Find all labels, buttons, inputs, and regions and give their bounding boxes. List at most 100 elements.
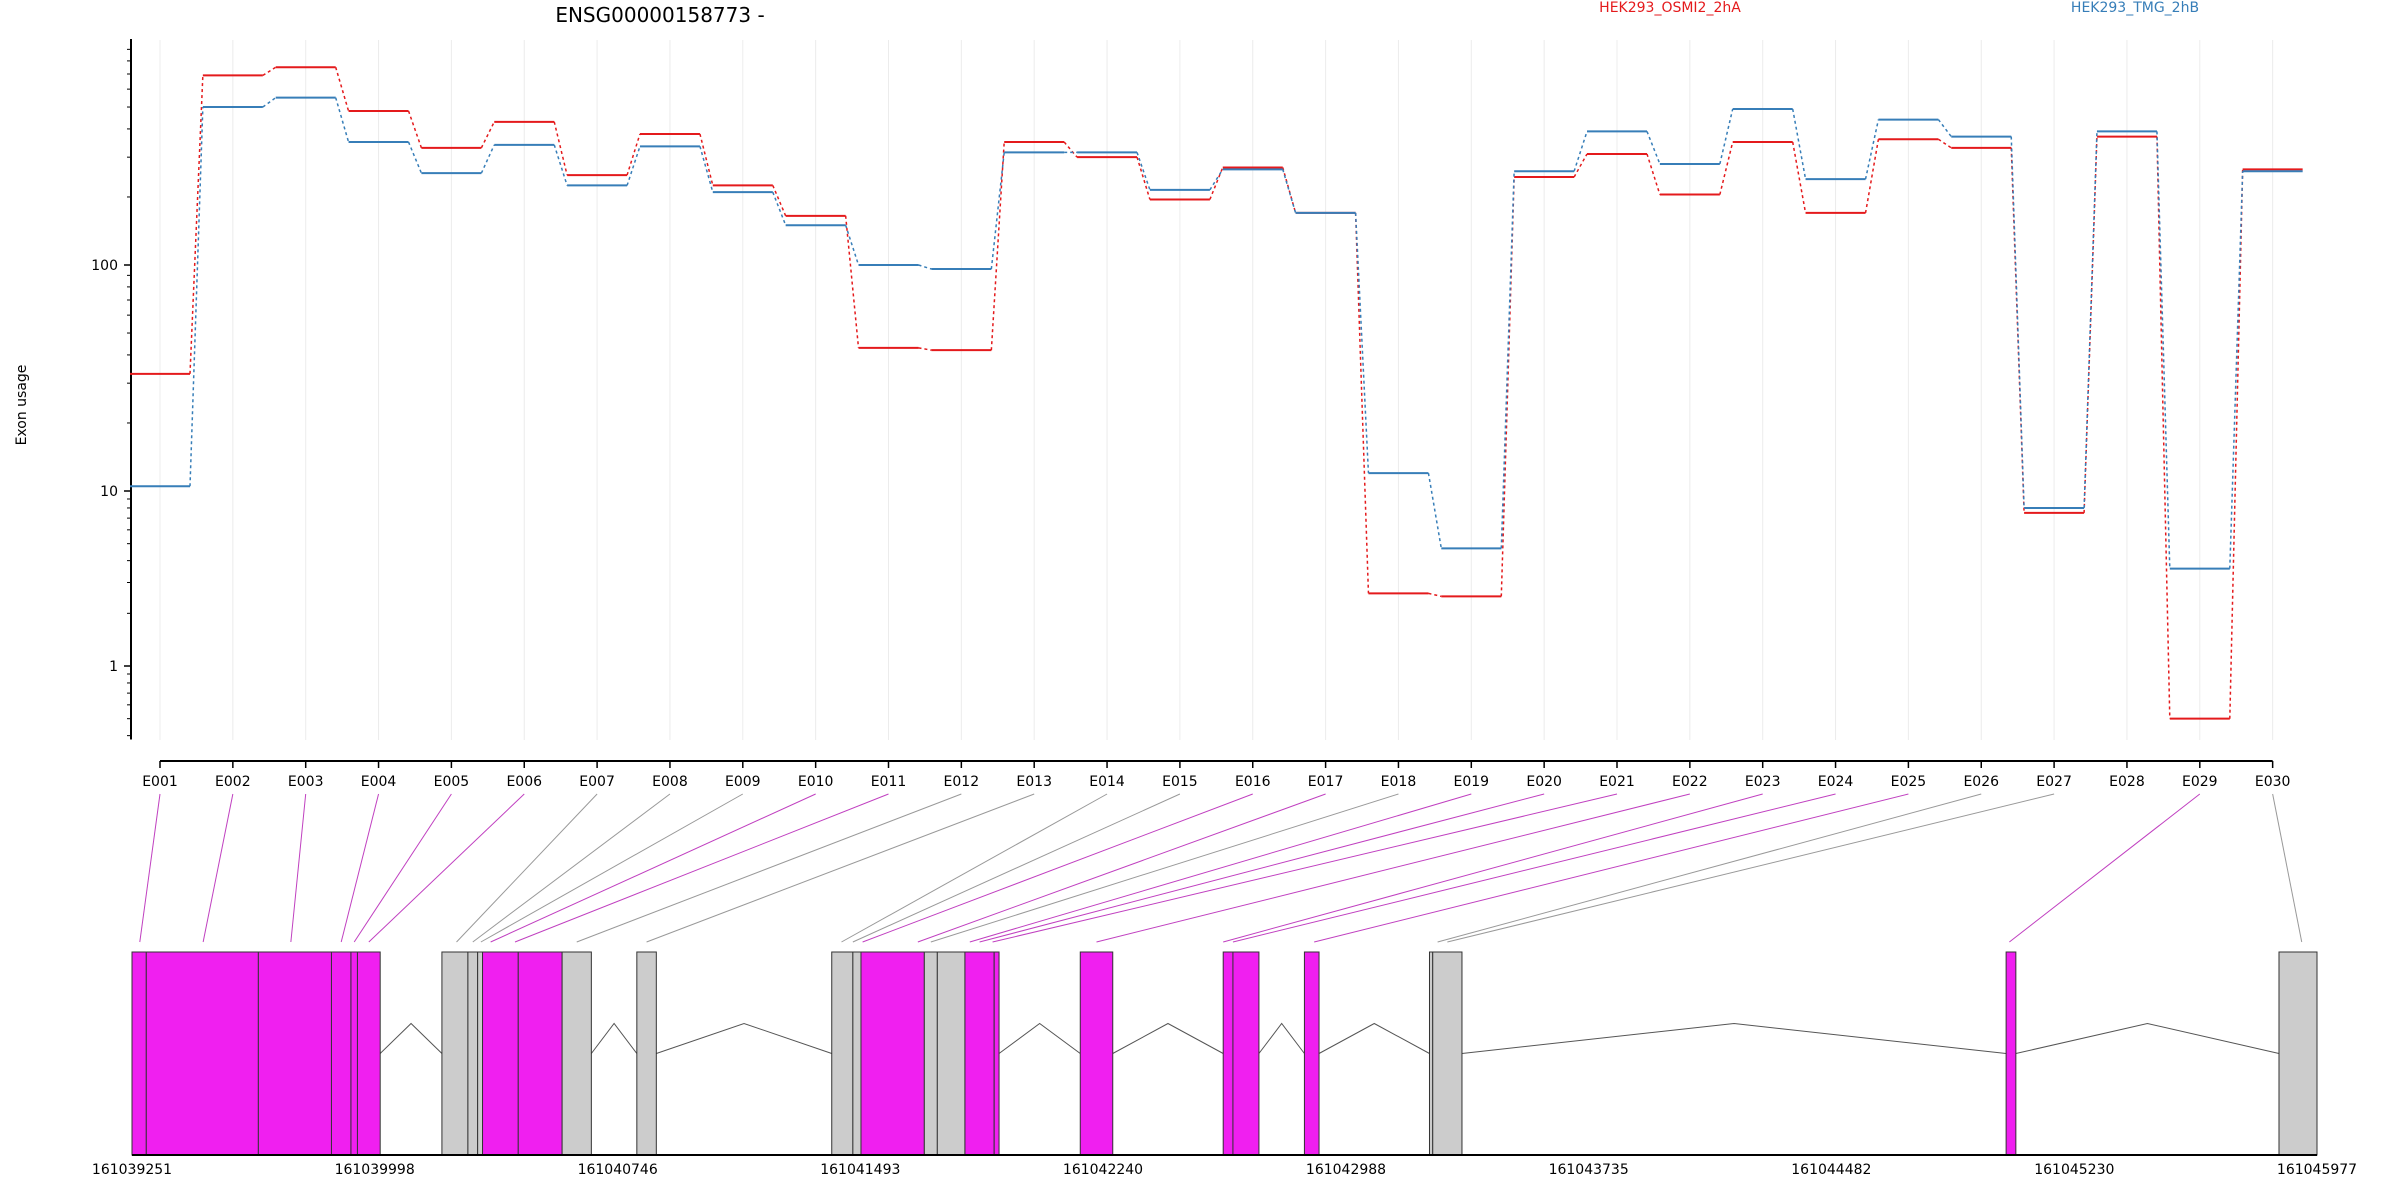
series-connector: [1500, 171, 1515, 549]
legend-entry-osmi2: HEK293_OSMI2_2hA: [1599, 0, 1741, 16]
x-tick-label: E015: [1162, 774, 1198, 790]
x-tick-label: E007: [579, 774, 615, 790]
exon-block: [964, 951, 995, 1156]
x-tick-label: E005: [434, 774, 470, 790]
exon-connector: [202, 793, 234, 943]
x-tick-label: E028: [2109, 774, 2145, 790]
exon-connector: [368, 793, 525, 943]
series-connector: [1063, 141, 1078, 158]
x-tick-label: E001: [142, 774, 178, 790]
intron-line: [379, 1022, 443, 1054]
exon-block: [145, 951, 259, 1156]
intron-line: [998, 1022, 1081, 1054]
exon-connector: [646, 793, 1035, 943]
exon-connector: [917, 793, 1326, 943]
series-connector: [2156, 131, 2171, 569]
series-connector: [1427, 472, 1443, 549]
series-connector: [553, 144, 568, 186]
series-connector: [2083, 136, 2098, 513]
x-tick-label: E012: [944, 774, 980, 790]
exon-connector: [480, 793, 744, 943]
y-tick-label: 1: [109, 659, 118, 675]
x-tick-label: E006: [506, 774, 542, 790]
series-connector: [2010, 136, 2025, 508]
series-connector: [990, 141, 1005, 351]
series-connector: [189, 75, 204, 374]
x-tick-label: E029: [2182, 774, 2218, 790]
exon-connector: [969, 793, 1472, 943]
exon-block: [517, 951, 563, 1156]
series-connector: [1791, 108, 1807, 180]
series-connector: [1791, 141, 1807, 214]
series-connector: [1719, 141, 1734, 195]
x-tick-label: E004: [361, 774, 397, 790]
intron-line: [2015, 1022, 2280, 1054]
exon-connector: [1447, 793, 2055, 943]
series-connector: [1354, 212, 1370, 594]
exon-block: [2278, 951, 2318, 1156]
x-tick-label: E030: [2255, 774, 2291, 790]
series-connector: [772, 191, 787, 226]
exon-block: [936, 951, 966, 1156]
exon-block: [831, 951, 854, 1156]
exon-connector: [1223, 793, 1763, 943]
exon-block: [923, 951, 938, 1156]
series-connector: [990, 152, 1005, 270]
x-tick-label: E026: [1963, 774, 1999, 790]
x-tick-label: E024: [1818, 774, 1854, 790]
exon-connector: [472, 793, 671, 943]
x-tick-label: E013: [1016, 774, 1052, 790]
x-tick-label: E002: [215, 774, 251, 790]
series-connector: [1282, 169, 1297, 214]
coordinate-label: 161040746: [578, 1162, 658, 1178]
series-connector: [1864, 139, 1880, 214]
coordinate-label: 161041493: [820, 1162, 900, 1178]
exon-connector: [930, 793, 1399, 943]
series-connector: [2083, 131, 2098, 508]
series-connector: [1646, 131, 1661, 165]
exon-block: [356, 951, 381, 1156]
series-connector: [407, 141, 423, 174]
exon-block: [1303, 951, 1320, 1156]
x-tick-label: E010: [798, 774, 834, 790]
chart-title: ENSG00000158773 -: [555, 3, 764, 27]
exon-block: [636, 951, 657, 1156]
series-connector: [844, 224, 860, 266]
exon-connector: [862, 793, 1253, 943]
exon-connector: [290, 793, 307, 943]
series-connector: [1354, 212, 1370, 474]
series-connector: [1646, 153, 1661, 195]
x-tick-label: E019: [1454, 774, 1490, 790]
series-connector: [480, 144, 495, 174]
coordinate-label: 161044482: [1791, 1162, 1871, 1178]
y-axis: 1 10 100: [91, 39, 132, 740]
series-connector: [1573, 153, 1588, 178]
exon-block: [561, 951, 592, 1156]
exon-block: [1222, 951, 1234, 1156]
series-connector: [1937, 138, 1952, 149]
exon-block: [993, 951, 1000, 1156]
exon-block: [477, 951, 484, 1156]
series-connector: [918, 264, 932, 270]
x-tick-label: E016: [1235, 774, 1271, 790]
exon-connector: [490, 793, 816, 943]
x-tick-label: E008: [652, 774, 688, 790]
coordinate-label: 161039251: [92, 1162, 172, 1178]
exon-connector: [841, 793, 1108, 943]
series-connector: [1573, 131, 1588, 172]
series-connector: [918, 347, 932, 351]
series-connector: [2156, 136, 2171, 719]
exon-block: [257, 951, 332, 1156]
exon-block: [350, 951, 358, 1156]
y-axis-label: Exon usage: [14, 365, 30, 446]
coordinate-label: 161042240: [1063, 1162, 1143, 1178]
intron-line: [656, 1022, 832, 1054]
series-connector: [772, 185, 787, 217]
x-tick-label: E011: [871, 774, 907, 790]
series-connector: [189, 107, 204, 487]
series-connector: [626, 146, 641, 186]
exon-block: [1079, 951, 1114, 1156]
series-connector: [1136, 156, 1151, 200]
intron-line: [590, 1022, 638, 1054]
exon-connector: [353, 793, 452, 943]
